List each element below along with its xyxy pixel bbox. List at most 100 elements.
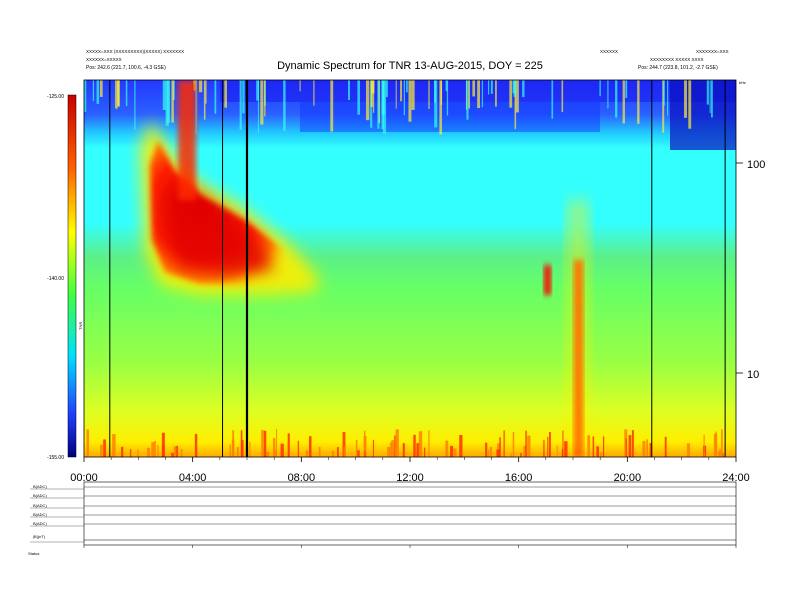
noise-spike [264,80,266,117]
noise-spike [664,436,667,457]
burst-onset-column [178,80,196,200]
noise-spike [381,80,385,115]
header-right-line-3: XXXXXXXX XXXXX XXXX [650,57,704,62]
noise-spike [256,80,260,101]
noise-spike [318,446,321,457]
noise-spike [406,80,408,93]
noise-spike [272,438,276,457]
noise-spike [100,444,103,457]
noise-spike [297,440,299,457]
header-right-line-1: XXXXXX [600,49,618,54]
noise-spike [171,80,174,123]
noise-spike [198,80,203,93]
noise-spike [343,446,346,457]
header-left-line-1: XXXXX=XXX (XXXXXXXXX)(XXXXX) XXXXXXX [86,49,184,54]
x-tick-label: 00:00 [70,472,98,484]
footer-status-label: Status [28,551,39,556]
noise-spike [686,443,691,457]
header-right-line-2: XXXXXXX=XXX [696,49,729,54]
noise-spike [195,80,198,135]
noise-spike [236,447,239,457]
noise-spike [551,80,554,119]
noise-spike [86,429,89,457]
noise-spike [232,430,235,457]
noise-spike [642,440,646,457]
noise-spike [722,452,724,457]
colorbar [67,94,77,458]
panel-label-2: B(ADC) [33,493,47,498]
noise-spike [450,445,454,457]
noise-spike [372,439,374,457]
colorbar-tick-top: -125.00 [47,94,64,100]
noise-spike [257,80,259,134]
noise-spike [622,80,625,124]
noise-spike [331,450,335,457]
noise-spike [129,449,132,457]
noise-spike [287,433,290,457]
panel-label-3: B(ADC) [33,503,47,508]
noise-spike [472,80,476,97]
noise-spike [205,80,207,104]
noise-spike [688,80,692,129]
noise-spike [459,434,463,457]
noise-spike [203,80,206,120]
noise-spike [514,80,517,130]
noise-spike [602,436,605,457]
noise-spike [423,447,426,457]
noise-spike [477,80,481,109]
noise-spike [147,447,151,457]
noise-spike [391,440,395,457]
noise-spike [283,80,286,131]
noise-spike [495,80,497,107]
noise-spike [513,80,517,97]
noise-spike [162,445,165,457]
noise-spike [481,80,484,108]
noise-spike [112,434,116,457]
header-left-line-2: XXXXXX=XXXXX [86,57,122,62]
right-axis-units: kHz [739,80,746,85]
noise-spike [549,432,551,457]
panel-label-4: B(ADC) [33,512,47,517]
colorbar-tick-bottom: -155.00 [47,455,64,461]
top-band-right [670,80,736,150]
noise-spike [666,80,669,116]
noise-spike [364,430,366,457]
noise-spike [496,449,500,457]
x-axis: 00:00 04:00 08:00 12:00 16:00 20:00 24:00 [70,457,750,484]
noise-spike [684,80,687,118]
noise-spike [556,445,558,457]
noise-spike [313,80,315,106]
noise-spike [596,446,600,457]
noise-spike [275,429,278,457]
noise-spike [364,451,366,457]
header-left-line-3: Pos: 242.6 (221.7, 100.6, -4.3 GSE) [86,65,166,71]
noise-spike [385,80,388,98]
noise-spike [719,448,721,457]
noise-spike [166,80,171,123]
noise-spike [562,430,564,457]
noise-spike [525,430,527,457]
data-gap-lines [109,80,726,457]
noise-spike [137,449,139,457]
noise-spike [194,433,198,457]
noise-spike [84,80,87,112]
noise-spike [434,80,438,128]
noise-spike [299,80,301,92]
top-band-mid [300,102,600,132]
noise-spike [171,452,175,457]
noise-spike [280,443,284,457]
noise-spike [402,443,405,457]
right-axis-label-10: 10 [747,369,759,381]
panel-label-5: B(ADC) [33,521,47,526]
noise-spike [468,80,471,109]
noise-spike [527,435,531,457]
noise-spike [628,435,632,457]
noise-spike [275,450,277,457]
noise-spike [173,446,177,457]
noise-spike [561,80,564,113]
noise-spike [439,80,442,135]
noise-spike [445,80,448,92]
noise-spike [649,443,652,457]
panel-label-6: |B|(nT) [33,534,46,539]
noise-spike [625,438,627,457]
